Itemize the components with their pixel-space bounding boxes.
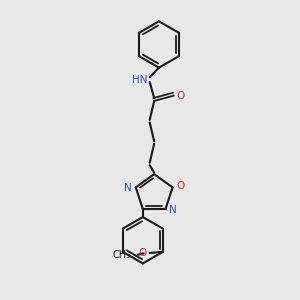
Text: O: O [138, 248, 146, 258]
Text: O: O [177, 181, 185, 191]
Text: N: N [169, 205, 177, 214]
Text: HN: HN [132, 75, 148, 85]
Text: CH₃: CH₃ [113, 250, 131, 260]
Text: O: O [177, 91, 185, 100]
Text: N: N [124, 183, 132, 193]
